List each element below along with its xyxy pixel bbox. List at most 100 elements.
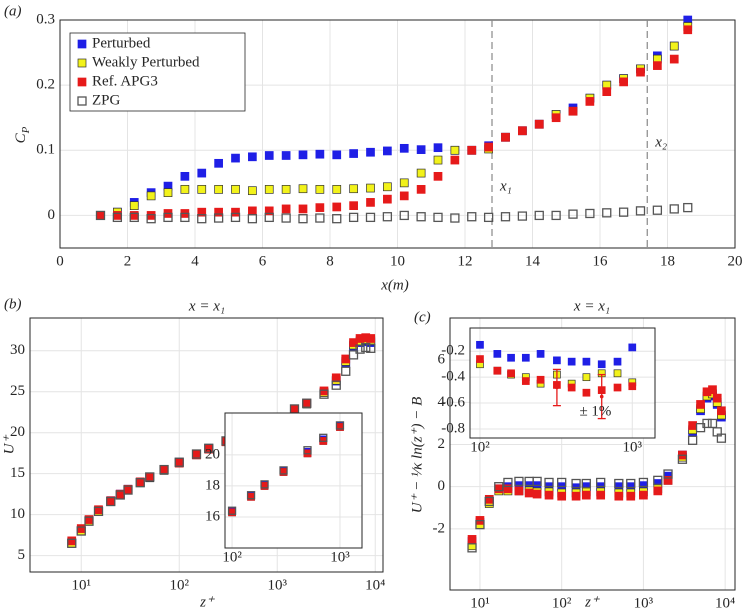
inset: 16 18 20 10² 10³ xyxy=(205,412,363,565)
marker xyxy=(335,421,345,430)
marker xyxy=(581,490,591,500)
marker xyxy=(467,145,477,155)
marker xyxy=(383,146,392,156)
x-tick-label: 8 xyxy=(326,253,334,269)
marker xyxy=(571,478,581,489)
y-tick-label: -2 xyxy=(433,520,446,536)
marker xyxy=(467,535,477,544)
marker xyxy=(702,418,712,429)
y-tick-label: 30 xyxy=(10,342,25,358)
marker xyxy=(717,406,726,416)
legend: Perturbed Weakly Perturbed Ref. APG3 ZPG xyxy=(69,32,246,112)
marker xyxy=(663,469,673,479)
marker xyxy=(214,185,223,194)
marker xyxy=(399,178,409,188)
marker xyxy=(613,383,622,392)
annotation: ± 1% xyxy=(579,404,611,420)
marker xyxy=(159,464,169,475)
marker xyxy=(303,446,312,455)
marker xyxy=(366,334,376,343)
x-tick-label: 10³ xyxy=(267,577,287,593)
y-tick-label: 25 xyxy=(10,383,25,399)
marker xyxy=(669,54,679,64)
marker xyxy=(613,369,622,378)
marker xyxy=(416,185,426,194)
marker xyxy=(302,398,312,408)
marker xyxy=(553,356,561,365)
marker xyxy=(146,214,156,224)
x-tick-label: 10² xyxy=(222,549,242,565)
marker xyxy=(214,158,223,168)
marker xyxy=(688,421,697,430)
y-tick-label: 18 xyxy=(205,477,220,493)
marker xyxy=(493,350,502,358)
error-center xyxy=(599,394,604,399)
x-axis-label: x(m) xyxy=(380,277,408,293)
marker xyxy=(483,212,494,223)
marker xyxy=(618,207,629,217)
y-tick-label: 10 xyxy=(10,506,25,522)
marker xyxy=(551,210,561,221)
x-tick-label: 10³ xyxy=(623,439,643,455)
y-tick-label: 6 xyxy=(438,352,446,368)
marker xyxy=(315,213,325,223)
x-tick-label: 12 xyxy=(458,253,473,269)
marker xyxy=(174,457,184,467)
marker xyxy=(145,472,155,482)
marker xyxy=(230,212,241,223)
marker xyxy=(597,360,606,369)
marker xyxy=(298,204,308,214)
marker xyxy=(231,185,240,194)
marker xyxy=(315,185,325,194)
axes-frame xyxy=(59,19,736,249)
marker xyxy=(399,143,409,153)
marker xyxy=(619,77,628,87)
reference-label: x₁ xyxy=(499,178,512,194)
marker xyxy=(613,357,622,366)
chart-title: x = x₁ xyxy=(573,298,610,314)
error-center xyxy=(555,385,559,390)
marker xyxy=(416,168,426,178)
marker xyxy=(366,343,376,353)
marker xyxy=(106,496,116,507)
marker xyxy=(571,491,581,501)
x-tick-label: 20 xyxy=(728,253,743,269)
marker xyxy=(507,353,515,362)
marker xyxy=(76,524,86,533)
marker xyxy=(248,206,257,216)
legend-label: Ref. APG3 xyxy=(92,73,158,89)
marker xyxy=(484,142,493,152)
marker xyxy=(281,151,291,160)
marker xyxy=(568,106,578,116)
y-tick-label: 16 xyxy=(205,508,221,524)
marker xyxy=(707,418,718,429)
marker xyxy=(197,168,207,178)
marker xyxy=(628,343,637,352)
axes-frame xyxy=(469,327,656,439)
marker xyxy=(582,373,591,382)
marker xyxy=(146,211,156,220)
marker xyxy=(331,380,341,390)
panel-label: (b) xyxy=(4,296,22,312)
y-tick-label: -0.8 xyxy=(441,420,465,436)
marker xyxy=(231,153,240,163)
marker xyxy=(536,350,545,358)
marker xyxy=(534,119,544,129)
marker xyxy=(264,151,274,160)
inset-background xyxy=(470,328,655,438)
marker xyxy=(76,526,86,536)
y-tick-label: -0.6 xyxy=(441,394,465,410)
axes-frame xyxy=(449,317,736,591)
marker xyxy=(628,382,637,391)
marker xyxy=(467,212,477,222)
marker xyxy=(503,484,513,494)
marker xyxy=(67,538,77,548)
marker xyxy=(332,202,342,212)
marker xyxy=(355,344,365,354)
marker xyxy=(568,209,578,219)
panel: 0 0.1 0.2 0.3 0 2 4 6 8 10 12 14 16 18 20 x₁ x₂ (a) x(m) CP xyxy=(4,3,743,293)
marker xyxy=(349,184,358,194)
marker xyxy=(113,211,122,220)
marker xyxy=(197,214,207,224)
